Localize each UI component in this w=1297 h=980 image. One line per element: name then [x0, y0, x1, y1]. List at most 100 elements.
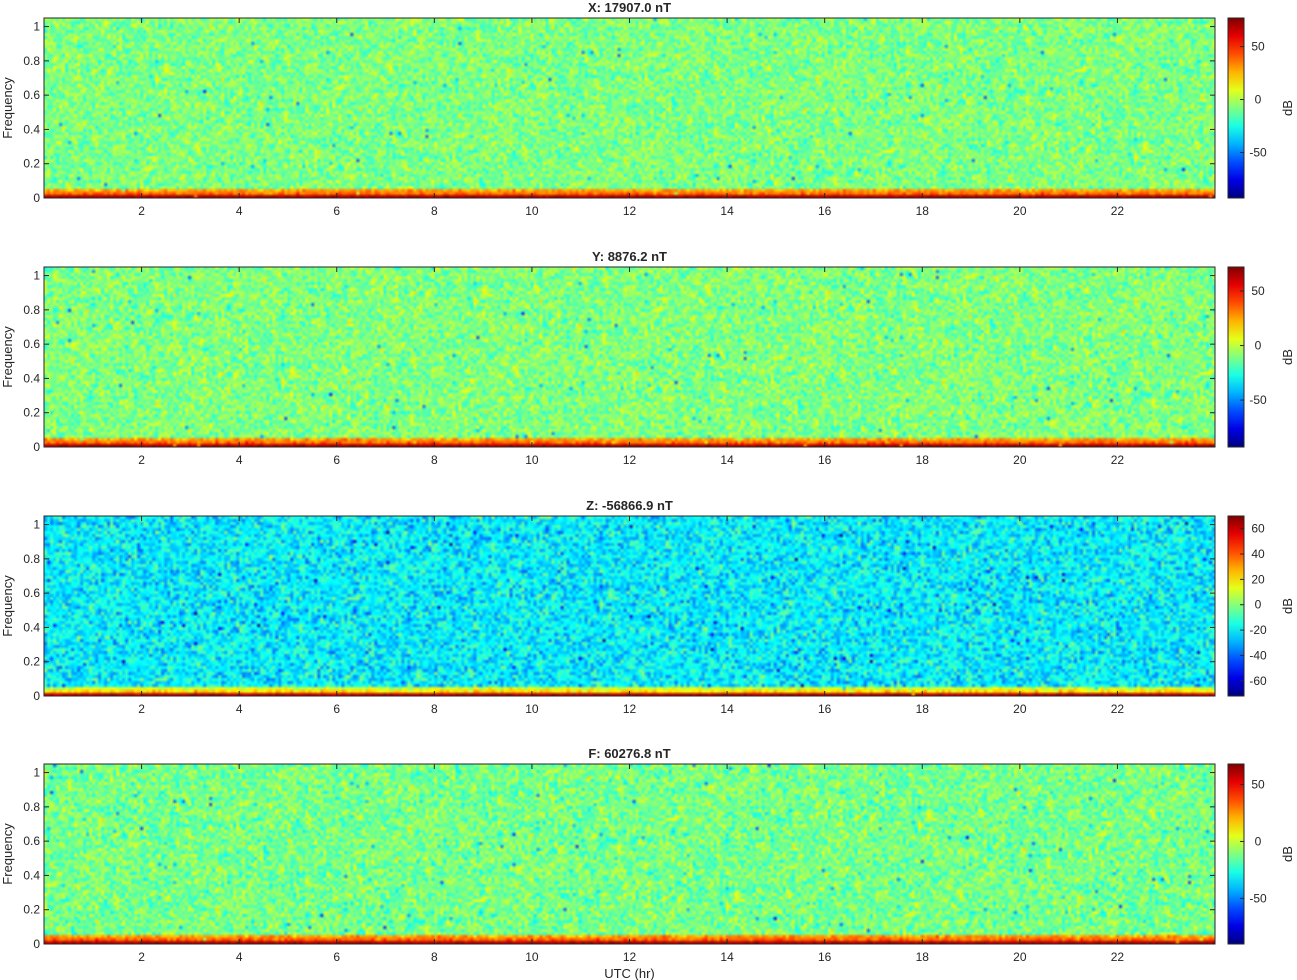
- y-tick-label: 0.2: [23, 655, 40, 669]
- x-tick-label: 2: [138, 204, 145, 218]
- x-tick-label: 4: [236, 950, 243, 964]
- y-tick-label: 0: [33, 689, 40, 703]
- spectrogram-image: [44, 516, 1215, 696]
- x-tick-label: 6: [333, 453, 340, 467]
- x-tick-label: 20: [1013, 702, 1027, 716]
- panel-title: F: 60276.8 nT: [588, 746, 670, 761]
- colorbar-tick-label: 0: [1255, 598, 1262, 612]
- x-tick-label: 14: [720, 204, 734, 218]
- x-tick-label: 16: [818, 453, 832, 467]
- x-tick-label: 18: [916, 453, 930, 467]
- x-tick-label: 20: [1013, 204, 1027, 218]
- colorbar-tick-label: -40: [1249, 648, 1267, 662]
- x-tick-label: 4: [236, 204, 243, 218]
- x-tick-label: 16: [818, 702, 832, 716]
- x-tick-label: 14: [720, 453, 734, 467]
- y-tick-label: 1: [33, 766, 40, 780]
- spectrogram-image: [44, 764, 1215, 944]
- spectrogram-panel: 2 4 6 8 10 12 14 16 18 20 22 0 0.2 0.4 0.6 0.8 1 Y: 8876.…: [0, 249, 1295, 467]
- x-tick-label: 16: [818, 950, 832, 964]
- x-tick-label: 22: [1111, 204, 1125, 218]
- spectrogram-panel: 2 4 6 8 10 12 14 16 18 20 22 0 0.2 0.4 0.6 0.8 1 X: 17907…: [0, 0, 1295, 218]
- panel-title: X: 17907.0 nT: [588, 0, 671, 15]
- y-tick-label: 0.8: [23, 552, 40, 566]
- y-tick-label: 0.2: [23, 903, 40, 917]
- x-tick-label: 14: [720, 702, 734, 716]
- spectrogram-image: [44, 267, 1215, 447]
- x-tick-label: 22: [1111, 702, 1125, 716]
- x-tick-label: 12: [623, 950, 637, 964]
- spectrogram-panel: 2 4 6 8 10 12 14 16 18 20 22 0 0.2 0.4 0.6 0.8 1 F: 60276…: [0, 746, 1295, 980]
- x-tick-label: 10: [525, 950, 539, 964]
- x-tick-label: 8: [431, 204, 438, 218]
- x-tick-label: 14: [720, 950, 734, 964]
- colorbar-tick-label: 0: [1255, 339, 1262, 353]
- panel-title: Y: 8876.2 nT: [592, 249, 667, 264]
- colorbar-tick-label: 50: [1251, 284, 1265, 298]
- colorbar-tick-label: -50: [1249, 891, 1267, 905]
- y-tick-label: 0.4: [23, 371, 40, 385]
- x-tick-label: 4: [236, 453, 243, 467]
- colorbar-tick-label: -50: [1249, 393, 1267, 407]
- colorbar-label: dB: [1280, 598, 1295, 614]
- y-tick-label: 1: [33, 269, 40, 283]
- spectrogram-image: [44, 18, 1215, 198]
- x-tick-label: 10: [525, 204, 539, 218]
- colorbar: [1227, 17, 1245, 199]
- x-tick-label: 8: [431, 950, 438, 964]
- x-tick-label: 18: [916, 950, 930, 964]
- y-axis-label: Frequency: [0, 326, 15, 388]
- y-axis-label: Frequency: [0, 823, 15, 885]
- x-tick-label: 22: [1111, 453, 1125, 467]
- y-tick-label: 0.8: [23, 800, 40, 814]
- colorbar: [1227, 266, 1245, 448]
- x-tick-label: 6: [333, 204, 340, 218]
- y-tick-label: 0.6: [23, 337, 40, 351]
- colorbar-tick-label: 50: [1251, 40, 1265, 54]
- colorbar-tick-label: -50: [1249, 145, 1267, 159]
- colorbar-tick-label: 50: [1251, 778, 1265, 792]
- y-tick-label: 0.4: [23, 868, 40, 882]
- x-tick-label: 20: [1013, 453, 1027, 467]
- x-tick-label: 8: [431, 702, 438, 716]
- x-tick-label: 2: [138, 702, 145, 716]
- colorbar-tick-label: 40: [1251, 547, 1265, 561]
- y-tick-label: 0.6: [23, 586, 40, 600]
- spectrogram-panel: 2 4 6 8 10 12 14 16 18 20 22 0 0.2 0.4 0.6 0.8 1 Z: -5686…: [0, 498, 1295, 716]
- x-axis-label: UTC (hr): [604, 966, 655, 980]
- colorbar-tick-label: -60: [1249, 674, 1267, 688]
- y-tick-label: 0.4: [23, 620, 40, 634]
- y-tick-label: 0.6: [23, 88, 40, 102]
- x-tick-label: 12: [623, 702, 637, 716]
- x-tick-label: 18: [916, 204, 930, 218]
- x-tick-label: 22: [1111, 950, 1125, 964]
- x-tick-label: 10: [525, 453, 539, 467]
- y-tick-label: 1: [33, 518, 40, 532]
- x-tick-label: 12: [623, 453, 637, 467]
- y-tick-label: 0: [33, 191, 40, 205]
- y-tick-label: 0.8: [23, 54, 40, 68]
- y-tick-label: 0.2: [23, 157, 40, 171]
- y-tick-label: 0.2: [23, 406, 40, 420]
- x-tick-label: 8: [431, 453, 438, 467]
- x-tick-label: 18: [916, 702, 930, 716]
- y-axis-label: Frequency: [0, 77, 15, 139]
- x-tick-label: 6: [333, 702, 340, 716]
- y-tick-label: 0.4: [23, 122, 40, 136]
- x-tick-label: 6: [333, 950, 340, 964]
- x-tick-label: 2: [138, 453, 145, 467]
- y-tick-label: 0: [33, 440, 40, 454]
- colorbar: [1227, 763, 1245, 945]
- x-tick-label: 10: [525, 702, 539, 716]
- colorbar-tick-label: 60: [1251, 522, 1265, 536]
- y-tick-label: 0.6: [23, 834, 40, 848]
- colorbar-tick-label: 20: [1251, 572, 1265, 586]
- colorbar-tick-label: -20: [1249, 623, 1267, 637]
- x-tick-label: 12: [623, 204, 637, 218]
- x-tick-label: 4: [236, 702, 243, 716]
- colorbar-tick-label: 0: [1255, 93, 1262, 107]
- colorbar-label: dB: [1280, 349, 1295, 365]
- y-tick-label: 0.8: [23, 303, 40, 317]
- colorbar-tick-label: 0: [1255, 834, 1262, 848]
